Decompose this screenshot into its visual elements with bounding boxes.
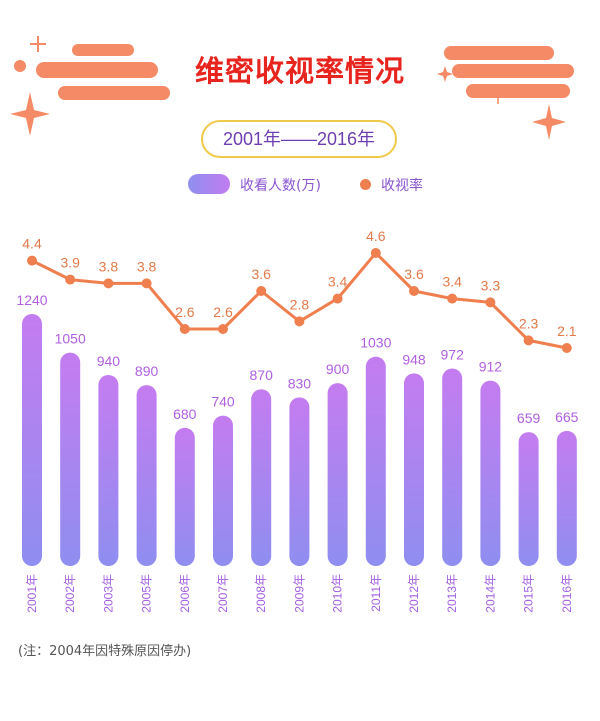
bar-value-label: 912: [479, 359, 503, 375]
sparkle-icon: [437, 66, 453, 82]
rating-value-label: 2.3: [519, 315, 539, 331]
period-badge: 2001年——2016年: [201, 120, 397, 158]
year-tick-label: 2016年: [560, 574, 574, 613]
rating-value-label: 2.6: [175, 304, 195, 320]
bar-value-label: 940: [97, 353, 121, 369]
bar-0: [22, 314, 42, 566]
rating-point: [409, 286, 419, 296]
year-tick-label: 2003年: [101, 574, 115, 613]
rating-point: [141, 278, 152, 289]
rating-value-label: 4.6: [366, 228, 386, 244]
legend-rating-label: 收视率: [381, 178, 423, 194]
bar-value-label: 680: [173, 406, 197, 422]
year-tick-label: 2010年: [331, 574, 345, 613]
bar-value-label: 948: [402, 351, 426, 367]
decor-cloud-right-mid: [452, 64, 574, 78]
year-tick-label: 2001年: [25, 574, 39, 613]
bar-value-label: 1050: [55, 331, 86, 347]
year-tick-label: 2006年: [178, 574, 192, 613]
bar-13: [518, 432, 539, 566]
rating-value-label: 3.8: [99, 258, 119, 274]
rating-point: [447, 293, 458, 304]
rating-point: [256, 286, 267, 296]
year-tick-label: 2007年: [216, 574, 230, 613]
bar-value-label: 740: [211, 394, 235, 410]
bar-value-label: 665: [555, 409, 579, 425]
year-tick-label: 2008年: [254, 574, 268, 613]
year-tick-label: 2009年: [292, 574, 306, 613]
plus-icon: [491, 90, 505, 104]
year-tick-label: 2011年: [369, 574, 383, 612]
rating-value-label: 3.8: [137, 258, 157, 274]
bar-9: [365, 356, 386, 566]
year-tick-label: 2005年: [140, 574, 154, 613]
bar-12: [480, 380, 501, 566]
rating-point: [218, 324, 228, 334]
rating-point: [370, 248, 381, 258]
bar-value-label: 890: [135, 363, 159, 379]
rating-value-label: 2.1: [557, 323, 577, 339]
rating-value-label: 4.4: [22, 236, 42, 252]
rating-point: [485, 297, 496, 308]
rating-point: [65, 274, 76, 285]
year-tick-label: 2002年: [63, 574, 77, 613]
rating-value-label: 3.4: [328, 274, 348, 290]
rating-value-label: 2.6: [213, 304, 233, 320]
bar-10: [404, 373, 424, 566]
chart-title: 维密收视率情况: [194, 54, 405, 88]
bar-value-label: 659: [517, 410, 541, 426]
sparkle-icon: [532, 104, 566, 140]
bar-value-label: 1240: [16, 292, 47, 308]
year-tick-label: 2012年: [407, 574, 421, 613]
year-tick-label: 2013年: [445, 574, 459, 613]
bar-1: [60, 352, 81, 566]
rating-value-label: 3.6: [251, 266, 271, 282]
rating-point: [332, 293, 343, 304]
rating-point: [27, 255, 37, 266]
dot-icon: [14, 60, 26, 72]
decor-cloud-right-top: [444, 46, 554, 60]
bar-8: [327, 383, 348, 566]
rating-point: [561, 343, 572, 353]
rating-point: [179, 324, 190, 334]
bar-value-label: 870: [250, 367, 274, 383]
bar-value-label: 900: [326, 361, 350, 377]
bar-2: [98, 374, 119, 566]
decor-cloud-left-mid: [36, 62, 158, 78]
rating-value-label: 3.3: [481, 277, 501, 293]
year-tick-label: 2015年: [522, 574, 536, 613]
bar-5: [213, 415, 233, 566]
bar-value-label: 972: [441, 346, 465, 362]
decor-cloud-left-low: [58, 86, 170, 100]
bar-6: [251, 389, 272, 566]
year-tick-label: 2014年: [483, 574, 497, 613]
bar-3: [136, 385, 157, 566]
rating-value-label: 3.6: [404, 266, 424, 282]
legend-viewers-label: 收看人数(万): [240, 178, 321, 194]
sparkle-icon: [10, 92, 50, 136]
legend-bar-swatch: [188, 174, 230, 194]
rating-point: [294, 316, 305, 327]
decor-cloud-right-low: [466, 84, 570, 98]
bar-4: [174, 427, 195, 566]
footnote: (注：2004年因特殊原因停办): [18, 644, 192, 659]
rating-value-label: 3.9: [60, 255, 80, 271]
legend-line-swatch: [360, 179, 371, 190]
rating-value-label: 2.8: [290, 296, 310, 312]
rating-point: [103, 278, 114, 289]
bar-7: [289, 397, 310, 566]
bar-14: [556, 430, 577, 566]
bar-value-label: 830: [288, 375, 312, 391]
plus-icon: [30, 36, 46, 52]
bar-value-label: 1030: [360, 335, 391, 351]
rating-point: [523, 335, 534, 346]
rating-value-label: 3.4: [442, 274, 462, 290]
bar-11: [442, 368, 463, 566]
decor-cloud-left-top: [72, 44, 134, 56]
